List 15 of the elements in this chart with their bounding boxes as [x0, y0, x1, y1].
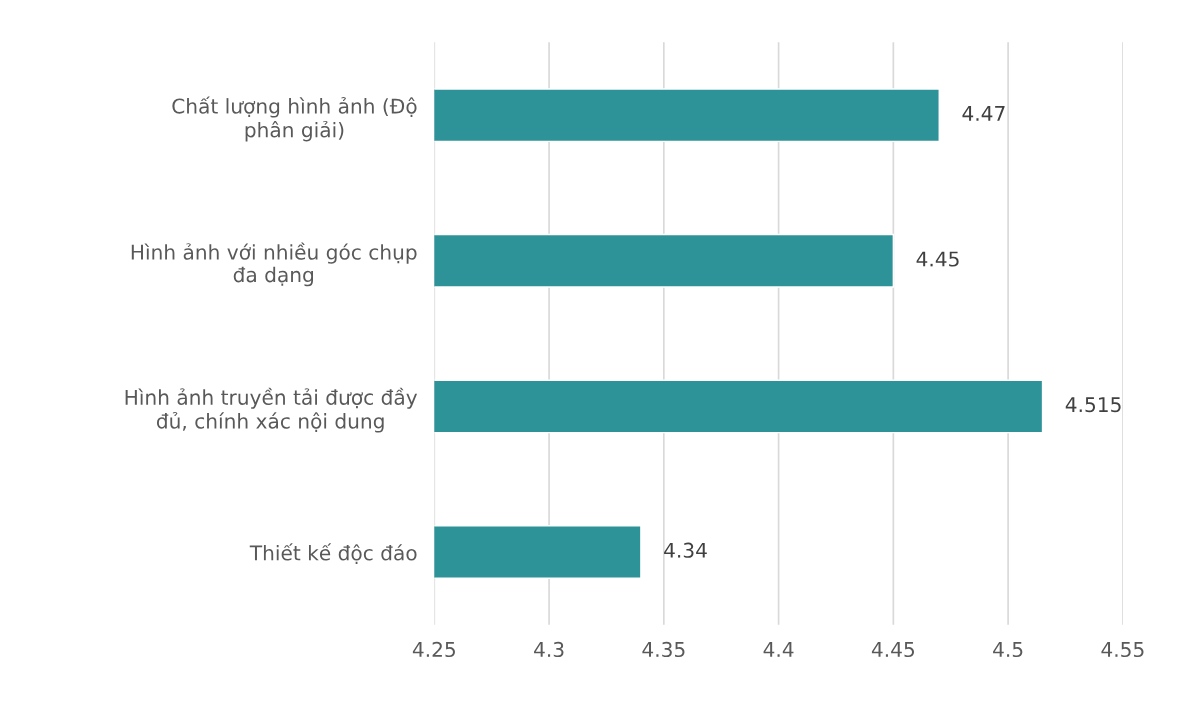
y-tick-label: Thiết kế độc đáo — [249, 543, 417, 564]
x-tick-label: 4.3 — [534, 641, 564, 658]
x-tick-label: 4.55 — [1101, 642, 1144, 658]
data-label: 4.47 — [962, 106, 1005, 121]
y-tick-label: Chất lượng hình ảnh (Độ phân giải) — [172, 96, 417, 142]
x-tick-label: 4.5 — [993, 642, 1023, 658]
data-label: 4.34 — [664, 542, 707, 558]
data-label: 4.45 — [916, 251, 959, 267]
x-tick-label: 4.45 — [871, 642, 914, 658]
y-tick-label: Hình ảnh truyền tải được đầy đủ, chính xác nội dung — [125, 387, 418, 433]
x-tick-label: 4.25 — [412, 641, 455, 658]
x-tick-label: 4.4 — [763, 642, 794, 657]
data-label: 4.515 — [1065, 397, 1121, 413]
y-tick-label: Hình ảnh với nhiều góc chụp đa dạng — [131, 242, 417, 287]
x-tick-label: 4.35 — [642, 641, 685, 658]
